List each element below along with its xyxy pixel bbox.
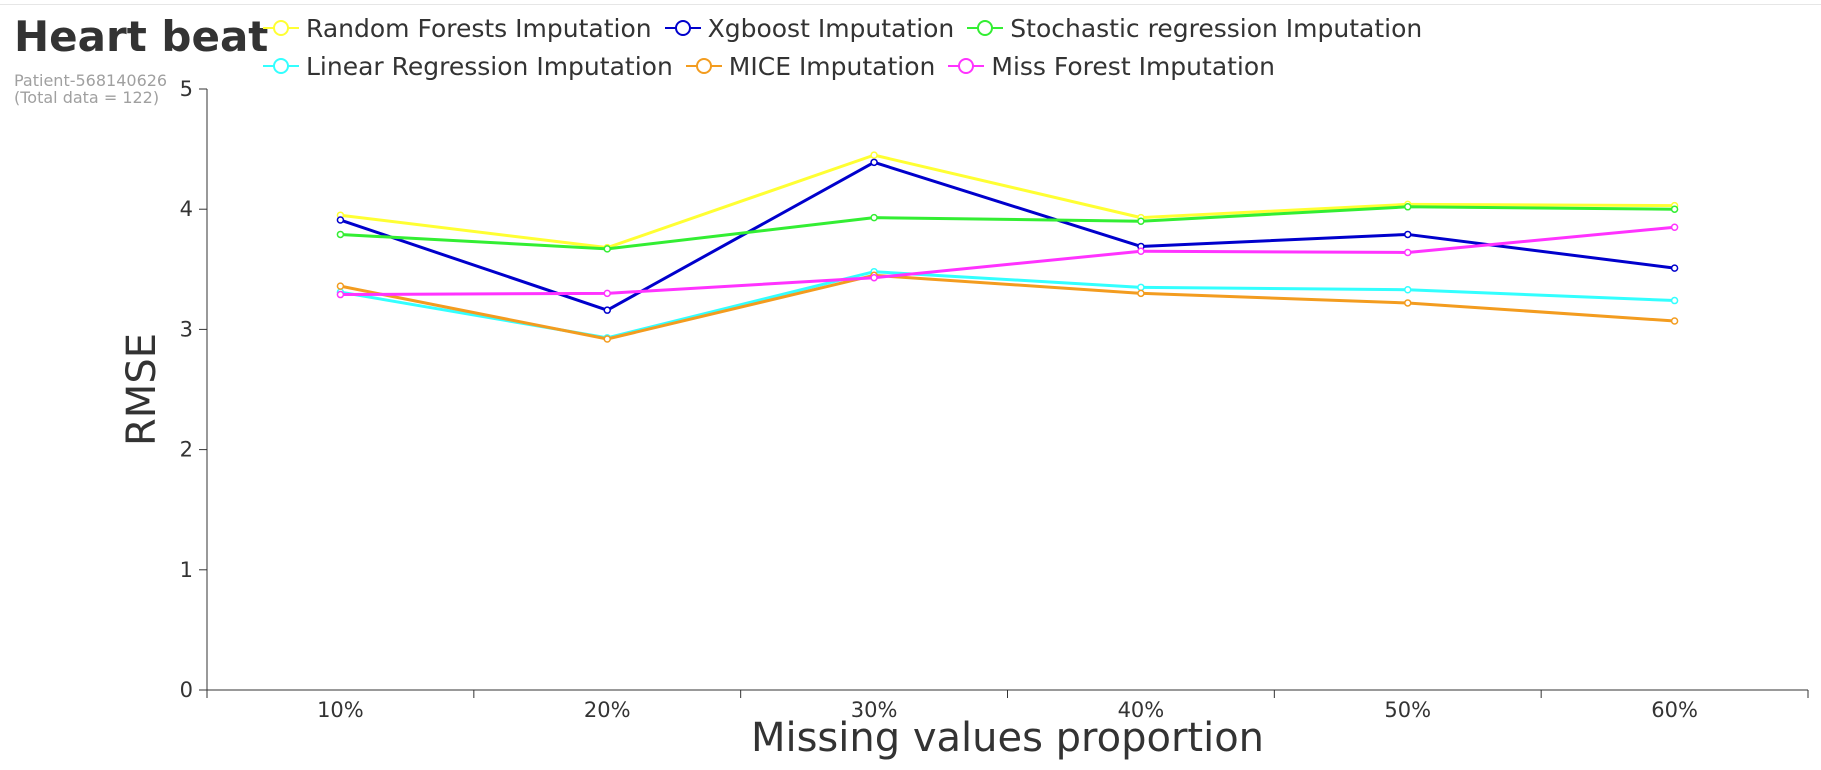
data-point	[1137, 217, 1145, 225]
legend-marker-icon	[263, 58, 299, 74]
series-line-2	[339, 160, 1675, 312]
legend-item[interactable]: Stochastic regression Imputation	[966, 12, 1422, 44]
y-tick-label: 5	[180, 77, 193, 101]
legend-marker-icon	[967, 20, 1004, 36]
x-tick-label: 60%	[1651, 698, 1698, 722]
data-point	[336, 290, 345, 299]
data-point	[870, 158, 878, 167]
y-tick-label: 1	[180, 558, 193, 582]
y-tick-label: 3	[180, 317, 193, 341]
legend-label: Linear Regression Imputation	[306, 51, 673, 81]
data-point	[1670, 205, 1679, 213]
legend-item[interactable]: Linear Regression Imputation	[262, 50, 673, 82]
chart-legend: Random Forests Imputation Xgboost Imputat…	[262, 12, 1802, 82]
chart-title: Heart beat	[14, 12, 269, 61]
legend-label: Random Forests Imputation	[306, 13, 652, 43]
data-point	[1404, 299, 1412, 307]
y-tick-label: 2	[180, 438, 193, 462]
y-tick-label: 0	[180, 678, 193, 702]
data-point	[1137, 289, 1145, 298]
legend-marker-icon	[685, 58, 722, 74]
legend-label: Xgboost Imputation	[707, 13, 955, 43]
data-point	[1404, 203, 1412, 211]
data-point	[1137, 247, 1145, 256]
data-point	[1670, 296, 1679, 305]
x-tick-label: 30%	[851, 698, 898, 722]
legend-item[interactable]: MICE Imputation	[685, 50, 936, 82]
data-point	[870, 273, 878, 282]
data-point	[1404, 248, 1412, 257]
data-point	[603, 289, 611, 298]
data-point	[1670, 223, 1679, 231]
x-axis-title: Missing values proportion	[751, 715, 1264, 761]
y-tick-label: 4	[180, 197, 193, 221]
total-data-count: (Total data = 122)	[14, 88, 160, 107]
legend-marker-icon	[948, 58, 985, 74]
series-line-6	[340, 225, 1675, 297]
data-point	[336, 230, 345, 239]
data-point	[1404, 230, 1412, 239]
x-tick-label: 20%	[584, 698, 631, 722]
data-point	[1404, 285, 1412, 294]
series-line-3	[340, 205, 1675, 251]
legend-item[interactable]: Miss Forest Imputation	[947, 50, 1275, 82]
series-line-4	[340, 270, 1675, 340]
data-point	[336, 282, 345, 290]
x-tick-label: 40%	[1118, 698, 1165, 722]
patient-id: Patient-568140626	[14, 71, 168, 90]
data-point	[603, 306, 611, 314]
data-point	[1670, 264, 1679, 272]
legend-item[interactable]: Random Forests Imputation	[262, 12, 652, 44]
x-tick-label: 10%	[317, 698, 364, 722]
legend-label: MICE Imputation	[728, 51, 936, 81]
data-point	[870, 213, 878, 222]
legend-marker-icon	[664, 20, 701, 36]
legend-label: Stochastic regression Imputation	[1010, 13, 1423, 43]
top-border	[0, 4, 1821, 5]
data-point	[870, 151, 878, 159]
y-axis-title: RMSE	[119, 333, 165, 446]
legend-item[interactable]: Xgboost Imputation	[664, 12, 955, 44]
legend-label: Miss Forest Imputation	[991, 51, 1276, 81]
data-point	[1137, 283, 1145, 292]
series-line-5	[340, 273, 1675, 341]
x-tick-label: 50%	[1384, 698, 1431, 722]
chart-subtitle: Patient-568140626 (Total data = 122)	[14, 72, 167, 106]
series-line-1	[340, 153, 1675, 250]
data-point	[603, 245, 611, 253]
data-point	[336, 216, 345, 224]
data-point	[1670, 317, 1679, 325]
data-point	[603, 335, 611, 343]
legend-marker-icon	[263, 20, 299, 36]
